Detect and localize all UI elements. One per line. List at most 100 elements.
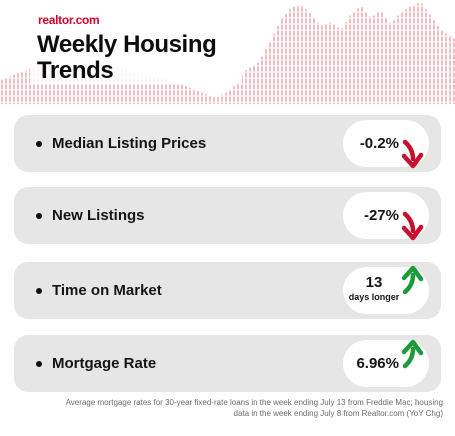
background-bar	[173, 81, 175, 104]
background-bar	[165, 79, 167, 104]
background-bar	[321, 25, 323, 105]
background-bar	[217, 96, 219, 104]
footnote-line-2: data in the week ending July 8 from Real…	[233, 409, 443, 418]
metric-value: -0.2%	[359, 135, 399, 152]
background-bar	[441, 30, 443, 105]
background-bar	[449, 36, 451, 104]
background-bar	[209, 95, 211, 104]
background-bar	[405, 9, 407, 104]
background-bar	[309, 13, 311, 104]
background-bar	[105, 71, 107, 104]
bullet-icon	[36, 288, 42, 294]
background-bar	[85, 66, 87, 104]
background-bar	[137, 73, 139, 104]
background-bar	[121, 68, 123, 104]
bullet-icon	[36, 213, 42, 219]
background-bar	[109, 70, 111, 104]
background-bar	[445, 33, 447, 105]
bullet-icon	[36, 141, 42, 147]
page-title-line-1: Weekly Housing	[37, 31, 217, 58]
background-bar	[17, 73, 19, 104]
metric-value: -27%	[363, 207, 399, 224]
background-bar	[305, 9, 307, 104]
background-bar	[453, 38, 455, 104]
background-bar	[185, 86, 187, 104]
metric-value-unit: days longer	[348, 292, 400, 302]
page-title-line-2: Trends	[37, 57, 114, 84]
background-bar	[245, 70, 247, 104]
title-backdrop	[30, 8, 242, 84]
metric-card-median-listing-prices: Median Listing Prices -0.2%	[14, 115, 441, 172]
brand-logo: realtor.com	[38, 13, 100, 27]
metric-label: New Listings	[52, 207, 145, 224]
background-bar	[257, 62, 259, 104]
background-bar	[293, 6, 295, 104]
metric-card-time-on-market: Time on Market 13 days longer	[14, 262, 441, 319]
up-arrow-icon	[401, 339, 424, 369]
background-bar	[429, 14, 431, 105]
background-bar	[133, 71, 135, 104]
metric-card-mortgage-rate: Mortgage Rate 6.96%	[14, 335, 441, 392]
background-bar	[281, 18, 283, 104]
metric-value: 6.96%	[356, 355, 399, 372]
background-bar	[269, 41, 271, 104]
background-bar	[313, 17, 315, 105]
background-bar	[197, 90, 199, 104]
background-bar	[157, 77, 159, 104]
background-bar	[237, 80, 239, 104]
background-bar	[229, 90, 231, 104]
background-bar	[129, 70, 131, 104]
background-bar	[285, 14, 287, 104]
background-bar	[93, 69, 95, 104]
background-bar	[1, 79, 3, 104]
background-bar	[289, 9, 291, 105]
background-bar	[97, 70, 99, 104]
background-bar	[193, 89, 195, 104]
background-bar	[261, 56, 263, 104]
background-bar	[233, 86, 235, 104]
background-bar	[213, 97, 215, 104]
background-bar	[365, 12, 367, 104]
background-bar	[201, 92, 203, 104]
background-bar	[253, 65, 255, 104]
background-bar	[181, 84, 183, 104]
metric-value-pill: -0.2%	[343, 120, 429, 167]
background-bar	[117, 68, 119, 104]
decorative-background-chart	[0, 3, 455, 105]
background-bar	[57, 69, 59, 104]
background-bar	[53, 68, 55, 104]
background-bar	[357, 8, 359, 104]
background-bar	[401, 11, 403, 104]
background-bar	[297, 5, 299, 105]
down-arrow-icon	[401, 211, 424, 241]
background-bar	[89, 67, 91, 104]
metric-value-number: 13	[365, 274, 383, 291]
background-bar	[169, 80, 171, 104]
background-bar	[345, 22, 347, 104]
background-bar	[41, 66, 43, 104]
background-bar	[273, 34, 275, 104]
background-bar	[393, 20, 395, 104]
background-bar	[65, 68, 67, 104]
up-arrow-icon	[401, 265, 424, 295]
background-bar	[317, 22, 319, 104]
background-bar	[69, 67, 71, 104]
background-bar	[61, 69, 63, 104]
background-bar	[141, 74, 143, 104]
bullet-icon	[36, 361, 42, 367]
background-bar	[205, 94, 207, 104]
metric-label: Time on Market	[52, 282, 162, 299]
background-bar	[377, 12, 379, 104]
footnote: Average mortgage rates for 30-year fixed…	[23, 397, 443, 419]
background-bar	[265, 49, 267, 104]
background-bar	[33, 68, 35, 104]
footnote-line-1: Average mortgage rates for 30-year fixed…	[65, 398, 443, 407]
background-bar	[13, 74, 15, 104]
background-bar	[73, 66, 75, 104]
metric-card-new-listings: New Listings -27%	[14, 187, 441, 244]
background-bar	[437, 25, 439, 104]
header: realtor.com Weekly Housing Trends	[0, 0, 455, 108]
background-bar	[425, 9, 427, 104]
background-bar	[409, 6, 411, 105]
background-bar	[333, 24, 335, 104]
